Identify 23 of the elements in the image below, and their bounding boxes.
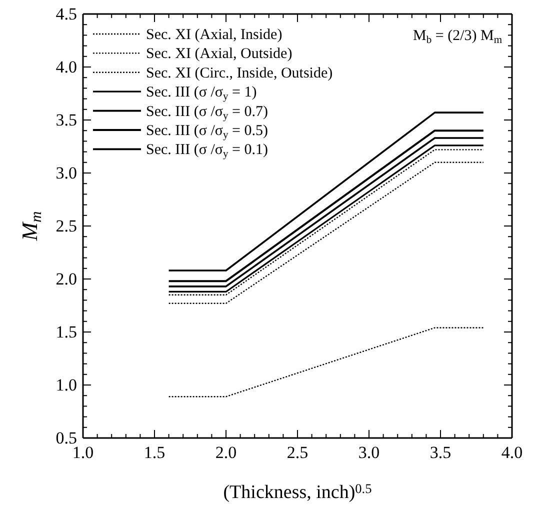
legend-label: Sec. III (σ /σ$_{y}$ = 1): [146, 84, 257, 102]
x-tick-label: 1.5: [144, 443, 166, 462]
x-tick-label: 3.0: [358, 443, 380, 462]
legend-label: Sec. XI (Circ., Inside, Outside): [146, 65, 333, 82]
y-tick-label: 1.0: [56, 375, 77, 394]
legend-label: Sec. III (σ /σ$_{y}$ = 0.1): [146, 142, 268, 160]
legend-label: Sec. III (σ /σ$_{y}$ = 0.7): [146, 104, 268, 122]
y-tick-label: 2.5: [56, 216, 77, 236]
x-axis-title: (Thickness, inch)$^{0.5}$: [223, 480, 372, 503]
y-tick-label: 1.5: [56, 322, 77, 342]
x-tick-label: 2.5: [286, 443, 308, 462]
x-tick-label: 3.5: [430, 443, 452, 462]
x-tick-label: 4.0: [501, 443, 523, 462]
x-tick-label: 2.0: [215, 443, 237, 462]
y-tick-label: 2.0: [56, 269, 77, 288]
legend-label: Sec. III (σ /σ$_{y}$ = 0.5): [146, 123, 268, 141]
y-tick-label: 3.0: [56, 163, 77, 182]
legend-label: Sec. XI (Axial, Inside): [146, 27, 282, 43]
y-tick-label: 3.5: [56, 110, 77, 130]
y-tick-label: 4.0: [56, 57, 77, 76]
annotation: M$_{b}$ = (2/3) M$_{m}$: [413, 28, 502, 46]
y-tick-label: 4.5: [56, 4, 77, 24]
legend-label: Sec. XI (Axial, Outside): [146, 46, 292, 62]
